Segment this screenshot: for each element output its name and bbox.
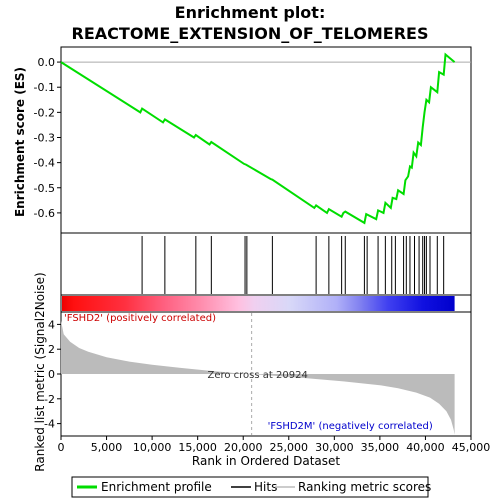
es-y-tick-label: -0.6 [34, 207, 55, 220]
chart-title-line1: Enrichment plot: [175, 3, 326, 22]
negative-correlation-label: 'FSHD2M' (negatively correlated) [268, 421, 433, 432]
hits-frame [60, 232, 472, 296]
ranking-metric-area [61, 320, 455, 435]
hits-panel [60, 232, 472, 296]
legend-label-hits: Hits [254, 480, 277, 494]
x-tick-label: 15,000 [178, 441, 217, 454]
es-plot-frame [60, 46, 472, 234]
es-y-tick-label: -0.1 [34, 81, 55, 94]
x-tick-label: 5,000 [91, 441, 123, 454]
x-tick-label: 0 [58, 441, 65, 454]
metric-y-tick-label: 0 [48, 368, 55, 381]
metric-y-tick-label: 2 [48, 343, 55, 356]
x-tick-label: 10,000 [133, 441, 172, 454]
chart-title-line2: REACTOME_EXTENSION_OF_TELOMERES [72, 24, 429, 43]
metric-panel: Zero cross at 20924 'FSHD2' (positively … [44, 311, 472, 437]
metric-y-axis: 4 2 0 -2 -4 [44, 318, 61, 431]
hit-marks [141, 236, 445, 294]
heatmap-gradient [62, 296, 455, 311]
legend-label-ranking: Ranking metric scores [298, 480, 431, 494]
metric-y-tick-label: -2 [44, 393, 55, 406]
ranking-heatmap-bar [60, 294, 472, 313]
zero-cross-label: Zero cross at 20924 [207, 370, 307, 381]
metric-y-axis-label: Ranked list metric (Signal2Noise) [33, 272, 47, 471]
x-tick-label: 20,000 [224, 441, 263, 454]
x-axis: 0 5,000 10,000 15,000 20,000 25,000 30,000 35,0… [58, 436, 491, 454]
es-panel: 0.0 -0.1 -0.2 -0.3 -0.4 -0.5 -0.6 [34, 46, 472, 234]
legend-label-enrichment: Enrichment profile [101, 480, 212, 494]
metric-y-tick-label: 4 [48, 318, 55, 331]
enrichment-profile-line [60, 52, 456, 225]
x-tick-label: 35,000 [361, 441, 400, 454]
es-y-tick-label: -0.3 [34, 131, 55, 144]
x-tick-label: 45,000 [452, 441, 491, 454]
es-y-tick-label: -0.4 [34, 157, 55, 170]
es-y-axis-label: Enrichment score (ES) [13, 67, 27, 217]
x-tick-label: 40,000 [406, 441, 445, 454]
x-axis-label: Rank in Ordered Dataset [192, 454, 340, 468]
x-tick-label: 30,000 [315, 441, 354, 454]
positive-correlation-label: 'FSHD2' (positively correlated) [64, 313, 216, 324]
legend: Enrichment profile Hits Ranking metric s… [71, 476, 431, 498]
es-y-tick-label: -0.2 [34, 106, 55, 119]
es-y-tick-label: 0.0 [38, 56, 56, 69]
metric-y-tick-label: -4 [44, 418, 55, 431]
es-y-tick-label: -0.5 [34, 182, 55, 195]
x-tick-label: 25,000 [270, 441, 309, 454]
es-y-axis: 0.0 -0.1 -0.2 -0.3 -0.4 -0.5 -0.6 [34, 56, 61, 220]
